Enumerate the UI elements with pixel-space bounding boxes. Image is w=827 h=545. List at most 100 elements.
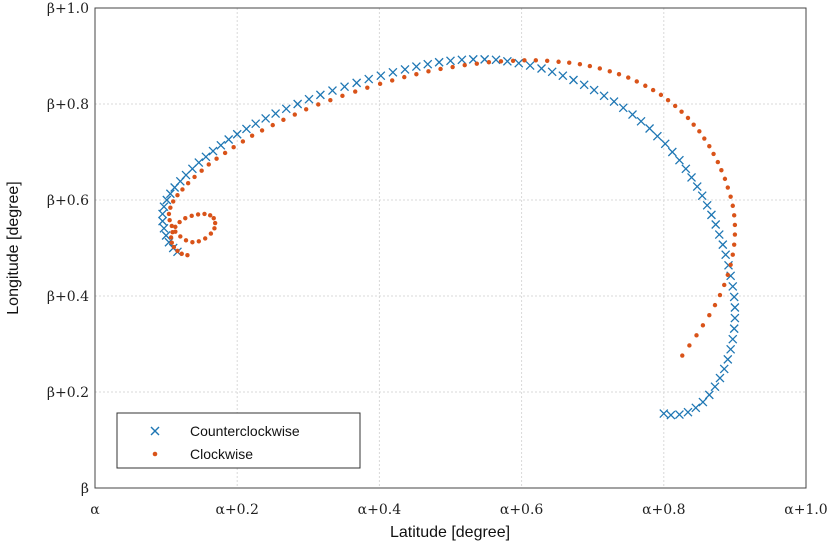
point-dot (730, 252, 735, 257)
point-cross (446, 56, 455, 66)
point-cross (589, 85, 599, 95)
point-dot (510, 58, 516, 63)
point-cross (714, 230, 724, 240)
point-cross (457, 55, 467, 65)
point-dot (353, 89, 358, 94)
point-dot (730, 203, 735, 208)
point-cross (719, 364, 729, 374)
point-cross (293, 99, 303, 109)
point-dot (707, 313, 712, 318)
point-dot (303, 107, 309, 112)
point-dot (728, 262, 733, 267)
point-cross (666, 410, 676, 420)
point-dot (715, 159, 721, 165)
point-dot (190, 240, 195, 245)
point-cross (159, 223, 169, 233)
point-cross (667, 147, 677, 157)
point-dot (178, 234, 183, 239)
point-dot (177, 219, 182, 225)
point-dot (211, 216, 216, 221)
point-cross (411, 62, 421, 72)
point-dot (522, 58, 527, 63)
point-dot (281, 117, 286, 123)
point-cross (609, 97, 619, 107)
point-dot (697, 129, 702, 134)
legend-label-counterclockwise: Counterclockwise (190, 423, 300, 439)
point-cross (721, 250, 731, 260)
x-axis-label: Latitude [degree] (390, 524, 510, 541)
point-cross (251, 119, 261, 129)
point-dot (607, 69, 612, 74)
point-dot (183, 216, 188, 221)
x-tick-label: α (90, 502, 100, 518)
point-dot (168, 235, 174, 240)
point-dot (202, 211, 207, 217)
point-dot (169, 240, 174, 245)
point-cross (224, 135, 234, 144)
point-dot (665, 97, 671, 103)
point-dot (173, 229, 178, 234)
point-dot (189, 213, 194, 219)
point-dot (185, 253, 190, 258)
point-cross (304, 94, 314, 104)
point-cross (652, 131, 662, 141)
point-cross (271, 109, 281, 119)
point-cross (618, 103, 628, 113)
point-cross (687, 172, 696, 182)
point-dot (214, 156, 219, 161)
point-dot (377, 81, 383, 87)
point-dot (316, 102, 321, 107)
point-cross (729, 292, 739, 302)
point-cross (723, 354, 733, 364)
point-cross (706, 210, 716, 220)
point-dot (192, 174, 197, 180)
point-dot (175, 248, 180, 254)
point-cross (159, 202, 169, 212)
point-dot (707, 144, 712, 149)
y-tick-label: β+0.2 (47, 385, 89, 401)
point-dot (212, 226, 217, 231)
point-cross (729, 324, 739, 334)
point-cross (715, 373, 725, 383)
point-dot (365, 85, 370, 90)
point-dot (685, 115, 691, 121)
point-dot (486, 60, 492, 65)
point-dot (450, 64, 455, 70)
point-cross (514, 58, 524, 68)
point-cross (674, 155, 684, 165)
point-dot (725, 272, 730, 278)
point-cross (726, 344, 736, 354)
point-cross (434, 57, 444, 67)
point-dot (587, 63, 593, 69)
x-tick-label: α+1.0 (784, 502, 827, 518)
point-cross (328, 86, 337, 96)
point-dot (626, 75, 631, 80)
point-cross (537, 64, 546, 73)
y-tick-label: β+0.6 (47, 193, 89, 209)
point-dot (185, 181, 191, 186)
point-dot (292, 112, 297, 117)
point-dot (731, 213, 737, 218)
point-cross (692, 182, 702, 192)
y-tick-label: β (81, 481, 89, 497)
point-dot (711, 151, 716, 157)
point-cross (547, 67, 557, 77)
point-dot (402, 74, 407, 80)
point-dot (672, 103, 678, 109)
y-tick-label: β+1.0 (47, 1, 89, 17)
point-dot (544, 58, 550, 63)
point-dot (171, 244, 177, 250)
x-tick-label: α+0.4 (358, 502, 402, 518)
point-dot (167, 217, 172, 223)
point-dot (634, 79, 639, 84)
point-cross (525, 61, 535, 71)
point-dot (183, 238, 189, 243)
point-cross (232, 129, 242, 139)
point-cross (352, 78, 362, 88)
point-dot (533, 58, 539, 63)
point-dot (414, 72, 419, 77)
point-cross (364, 74, 374, 84)
point-dot (722, 176, 728, 182)
point-dot (725, 185, 730, 190)
